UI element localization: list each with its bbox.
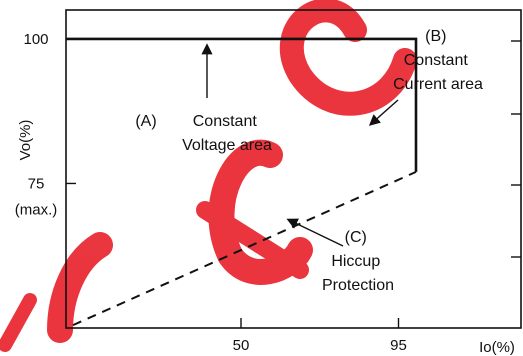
plot-frame <box>65 9 522 329</box>
region-b-label: (B) Constant Current area <box>393 28 483 93</box>
y-tick-sublabel-max: (max.) <box>15 201 58 218</box>
region-a-label: (A) <box>135 113 156 130</box>
y-axis-label: Vo(%) <box>17 120 34 161</box>
x-tick-label-50: 50 <box>233 337 250 354</box>
x-tick-label-95: 95 <box>390 337 407 354</box>
y-tick-label-75: 75 <box>28 175 45 192</box>
constant-voltage-label: Constant Voltage area <box>182 113 272 154</box>
region-c-label: (C) Hiccup Protection <box>322 229 394 294</box>
x-axis-label: Io(%) <box>479 339 515 356</box>
right-ticks <box>511 40 521 258</box>
output-characteristic-line <box>66 37 418 172</box>
arrow-to-current-line <box>368 99 399 126</box>
watermark-logo <box>0 0 417 352</box>
y-tick-label-100: 100 <box>23 31 48 48</box>
arrow-to-hiccup-line <box>286 218 344 247</box>
hiccup-protection-line <box>72 170 417 327</box>
